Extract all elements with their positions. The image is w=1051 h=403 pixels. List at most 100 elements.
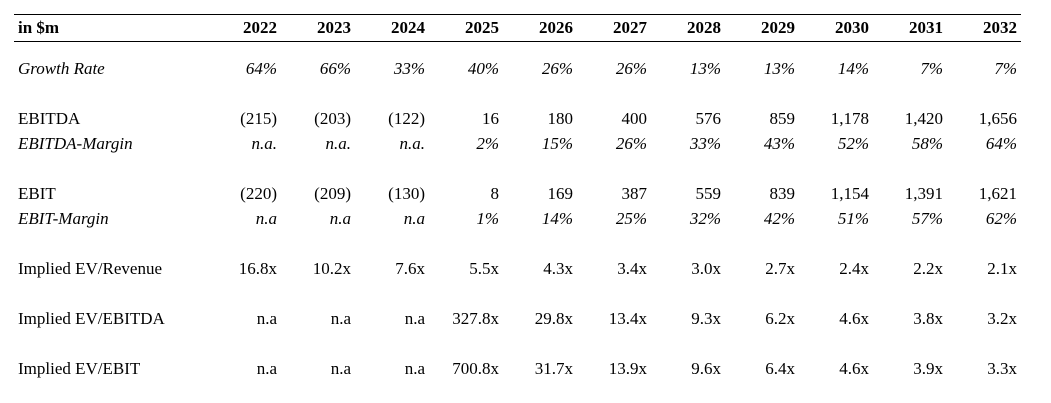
- table-cell: 14%: [837, 58, 869, 78]
- header-year: 2032: [983, 18, 1017, 37]
- spacer: [14, 42, 1021, 57]
- table-cell: (220): [240, 183, 277, 203]
- table-cell: 839: [769, 183, 796, 203]
- table-cell: 64%: [245, 58, 277, 78]
- row-label: Implied EV/EBITDA: [18, 308, 165, 328]
- table-cell: 3.8x: [913, 308, 943, 328]
- table-cell: 1,391: [904, 183, 943, 203]
- table-cell: 327.8x: [452, 308, 499, 328]
- table-cell: 16.8x: [238, 258, 277, 278]
- financial-table: in $m 2022 2023 2024 2025 2026 2027 2028…: [14, 14, 1021, 381]
- table-cell: 3.9x: [913, 358, 943, 378]
- table-cell: (209): [314, 183, 351, 203]
- table-cell: n.a: [403, 208, 425, 228]
- table-cell: 13.9x: [608, 358, 647, 378]
- table-cell: 3.4x: [617, 258, 647, 278]
- table-cell: 6.2x: [765, 308, 795, 328]
- table-cell: 6.4x: [765, 358, 795, 378]
- table-cell: 8: [490, 183, 500, 203]
- table-cell: 26%: [615, 133, 647, 153]
- row-label: Implied EV/Revenue: [18, 258, 162, 278]
- spacer: [14, 281, 1021, 306]
- table-cell: 1,621: [978, 183, 1017, 203]
- table-cell: 859: [769, 108, 796, 128]
- row-ev-ebit: Implied EV/EBIT n.a n.a n.a 700.8x 31.7x…: [14, 356, 1021, 381]
- table-cell: 5.5x: [469, 258, 499, 278]
- table-cell: 1,178: [830, 108, 869, 128]
- table-cell: (122): [388, 108, 425, 128]
- table-cell: 400: [621, 108, 648, 128]
- table-cell: 4.6x: [839, 308, 869, 328]
- table-cell: 42%: [763, 208, 795, 228]
- row-ev-ebitda: Implied EV/EBITDA n.a n.a n.a 327.8x 29.…: [14, 306, 1021, 331]
- table-cell: 16: [482, 108, 499, 128]
- row-label: EBITDA-Margin: [18, 133, 133, 153]
- spacer: [14, 231, 1021, 256]
- table-cell: 26%: [615, 58, 647, 78]
- table-cell: 7.6x: [395, 258, 425, 278]
- table-cell: 52%: [837, 133, 869, 153]
- table-cell: 180: [547, 108, 574, 128]
- table-cell: 2.2x: [913, 258, 943, 278]
- table-cell: 66%: [319, 58, 351, 78]
- header-year: 2029: [761, 18, 795, 37]
- table-cell: 15%: [541, 133, 573, 153]
- header-year: 2023: [317, 18, 351, 37]
- table-cell: 13.4x: [608, 308, 647, 328]
- table-header-row: in $m 2022 2023 2024 2025 2026 2027 2028…: [14, 14, 1021, 42]
- table-cell: 25%: [615, 208, 647, 228]
- header-year: 2027: [613, 18, 647, 37]
- table-cell: 13%: [763, 58, 795, 78]
- table-cell: 700.8x: [452, 358, 499, 378]
- table-cell: 14%: [541, 208, 573, 228]
- table-cell: 1,656: [978, 108, 1017, 128]
- table-cell: n.a: [404, 358, 425, 378]
- table-cell: n.a.: [251, 133, 278, 153]
- table-cell: 51%: [837, 208, 869, 228]
- table-cell: n.a: [330, 308, 351, 328]
- table-cell: 7%: [994, 58, 1017, 78]
- row-label: Implied EV/EBIT: [18, 358, 141, 378]
- header-year: 2031: [909, 18, 943, 37]
- table-cell: 31.7x: [534, 358, 573, 378]
- header-unit-label: in $m: [18, 18, 60, 37]
- table-cell: 62%: [985, 208, 1017, 228]
- table-cell: (130): [388, 183, 425, 203]
- table-cell: 4.6x: [839, 358, 869, 378]
- header-year: 2022: [243, 18, 277, 37]
- table-cell: 29.8x: [534, 308, 573, 328]
- table-cell: 3.2x: [987, 308, 1017, 328]
- table-cell: 33%: [689, 133, 721, 153]
- table-cell: 576: [695, 108, 722, 128]
- table-cell: 33%: [393, 58, 425, 78]
- row-ev-revenue: Implied EV/Revenue 16.8x 10.2x 7.6x 5.5x…: [14, 256, 1021, 281]
- table-cell: 10.2x: [312, 258, 351, 278]
- table-cell: 64%: [985, 133, 1017, 153]
- table-cell: 9.3x: [691, 308, 721, 328]
- table-cell: 13%: [689, 58, 721, 78]
- table-cell: n.a: [256, 358, 277, 378]
- table-cell: n.a: [329, 208, 351, 228]
- spacer: [14, 331, 1021, 356]
- table-cell: 1%: [476, 208, 499, 228]
- header-year: 2026: [539, 18, 573, 37]
- row-label: EBIT: [18, 183, 56, 203]
- header-year: 2024: [391, 18, 425, 37]
- table-cell: 2.4x: [839, 258, 869, 278]
- row-ebitda-margin: EBITDA-Margin n.a. n.a. n.a. 2% 15% 26% …: [14, 131, 1021, 156]
- table-cell: 4.3x: [543, 258, 573, 278]
- header-year: 2025: [465, 18, 499, 37]
- table-cell: 1,420: [904, 108, 943, 128]
- row-ebit-margin: EBIT-Margin n.a n.a n.a 1% 14% 25% 32% 4…: [14, 206, 1021, 231]
- row-growth-rate: Growth Rate 64% 66% 33% 40% 26% 26% 13% …: [14, 56, 1021, 81]
- table-cell: 9.6x: [691, 358, 721, 378]
- table-cell: n.a: [330, 358, 351, 378]
- table-cell: 387: [621, 183, 648, 203]
- spacer: [14, 81, 1021, 106]
- row-label: EBIT-Margin: [18, 208, 109, 228]
- table-cell: 2.1x: [987, 258, 1017, 278]
- table-cell: 32%: [689, 208, 721, 228]
- table-cell: 559: [695, 183, 722, 203]
- table-cell: 7%: [920, 58, 943, 78]
- row-ebit: EBIT (220) (209) (130) 8 169 387 559 839…: [14, 181, 1021, 206]
